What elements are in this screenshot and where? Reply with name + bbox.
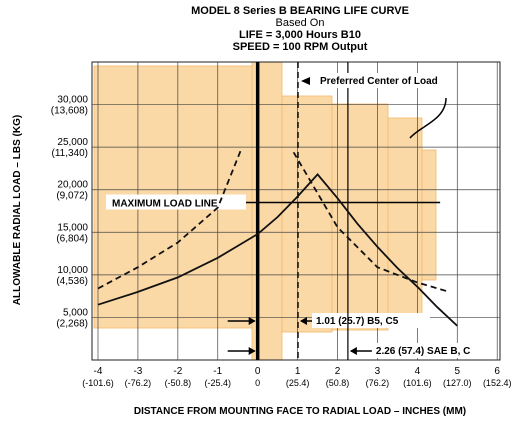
subtitle: SPEED = 100 RPM Output <box>233 41 368 53</box>
subtitle: LIFE = 3,000 Hours B10 <box>239 29 361 41</box>
annotation-box <box>311 73 450 88</box>
x-tick-label: 5 <box>455 366 461 377</box>
x-tick-mm-label: (-76.2) <box>125 378 152 388</box>
y-tick-kg-label: (6,804) <box>56 233 88 244</box>
x-tick-label: 0 <box>255 366 261 377</box>
x-tick-mm-label: (101.6) <box>403 378 432 388</box>
arrow-head <box>248 347 256 355</box>
annotation-box <box>371 343 490 358</box>
x-tick-label: 3 <box>375 366 381 377</box>
x-tick-label: -4 <box>94 366 103 377</box>
x-tick-mm-label: 0 <box>255 378 260 388</box>
plot-frame <box>91 61 501 361</box>
arrow-head <box>248 317 256 325</box>
y-tick-label: 10,000 <box>57 265 88 276</box>
y-axis-label: ALLOWABLE RADIAL LOAD – LBS (KG) <box>12 115 23 305</box>
y-tick-kg-label: (11,340) <box>51 148 88 159</box>
x-tick-mm-label: (152.4) <box>483 378 512 388</box>
x-tick-mm-label: (76.2) <box>366 378 390 388</box>
preferred-center-label: Preferred Center of Load <box>320 76 438 87</box>
x-tick-mm-label: (-50.8) <box>165 378 192 388</box>
x-tick-label: 1 <box>295 366 301 377</box>
y-tick-kg-label: (13,608) <box>51 106 88 117</box>
x-tick-mm-label: (50.8) <box>326 378 350 388</box>
y-tick-label: 25,000 <box>57 137 88 148</box>
y-tick-label: 15,000 <box>57 222 88 233</box>
annotation-box <box>106 194 246 210</box>
x-tick-label: -3 <box>133 366 142 377</box>
y-tick-label: 20,000 <box>57 180 88 191</box>
x-tick-mm-label: (127.0) <box>443 378 472 388</box>
curve <box>97 147 450 293</box>
y-tick-label: 30,000 <box>57 95 88 106</box>
x-tick-mm-label: (-101.6) <box>82 378 114 388</box>
reference-label: 2.26 (57.4) SAE B, C <box>376 346 470 357</box>
arrow-head <box>349 347 357 355</box>
x-tick-mm-label: (25.4) <box>286 378 310 388</box>
arrow-head <box>299 317 307 325</box>
pointer-curve <box>409 97 447 139</box>
reference-label: 1.01 (25.7) B5, C5 <box>316 316 399 327</box>
chart-title: MODEL 8 Series B BEARING LIFE CURVE <box>191 5 409 17</box>
x-tick-label: 6 <box>494 366 500 377</box>
x-tick-label: -1 <box>213 366 222 377</box>
y-tick-label: 5,000 <box>63 307 88 318</box>
subtitle: Based On <box>276 17 325 29</box>
x-axis-label: DISTANCE FROM MOUNTING FACE TO RADIAL LO… <box>134 406 466 417</box>
arrow-head <box>300 77 310 85</box>
x-tick-label: 4 <box>415 366 421 377</box>
annotation-box <box>311 313 430 328</box>
x-tick-label: 2 <box>335 366 341 377</box>
max-load-label: MAXIMUM LOAD LINE <box>112 198 218 209</box>
y-tick-kg-label: (4,536) <box>56 276 88 287</box>
y-tick-kg-label: (2,268) <box>56 318 88 329</box>
y-tick-kg-label: (9,072) <box>56 191 88 202</box>
curve <box>97 173 458 327</box>
x-tick-label: -2 <box>173 366 182 377</box>
x-tick-mm-label: (-25.4) <box>204 378 231 388</box>
